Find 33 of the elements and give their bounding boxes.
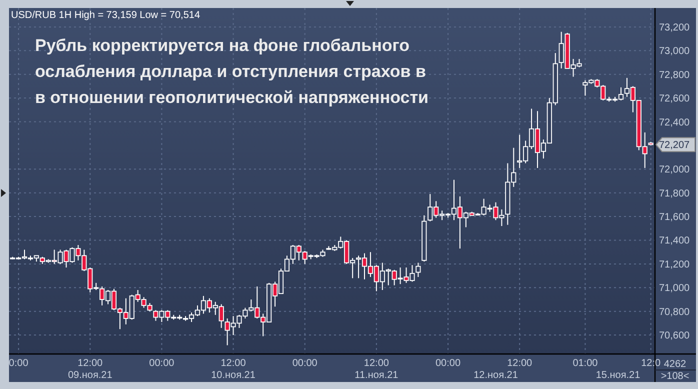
text: 12.ноя.21 <box>474 370 518 381</box>
chart-subtitle: USD/RUB 1H High = 73,159 Low = 70,514 <box>11 10 200 21</box>
y-tick-label: 73,000 <box>659 46 690 58</box>
y-tick-label: 71,800 <box>659 188 690 200</box>
text: 10.ноя.21 <box>211 370 256 381</box>
x-tick-label: 01:00 <box>572 358 598 369</box>
x-tick-label: 00:00 <box>292 358 318 369</box>
text: 11.ноя.21 <box>354 370 399 381</box>
text: >108< <box>660 371 690 382</box>
x-tick-label: 0:00 <box>8 358 29 369</box>
y-tick-label: 70,600 <box>659 330 690 342</box>
y-tick-label: 71,200 <box>659 259 690 270</box>
y-tick-label: 72,207 <box>659 140 690 152</box>
x-tick-label: 12:00 <box>507 358 533 369</box>
candlestick <box>416 262 421 278</box>
x-tick-label: 12:00 <box>220 358 246 369</box>
y-tick-label: 71,400 <box>659 236 690 247</box>
y-tick-label: 70,800 <box>659 306 690 318</box>
y-tick-label: 71,000 <box>659 283 690 294</box>
text: 15.ноя.21 <box>596 370 641 381</box>
x-tick-label: 00:00 <box>149 358 175 369</box>
text: 09.ноя.21 <box>68 370 113 381</box>
y-tick-label: 73,200 <box>659 22 690 34</box>
y-tick-label: 72,600 <box>659 94 690 105</box>
y-tick-label: 72,800 <box>659 70 690 81</box>
y-tick-label: 72,000 <box>659 164 690 176</box>
x-tick-label: 12:00 <box>78 358 104 369</box>
x-tick-label: 00:00 <box>436 358 461 369</box>
text: Рубль корректируется на фоне глобального ослабления доллара и отступления страхов в в отношении геополитической напряженности <box>35 36 428 107</box>
y-tick-label: 71,600 <box>659 212 690 224</box>
y-tick-label: 72,400 <box>659 117 690 128</box>
text: 4262 <box>664 359 687 370</box>
x-tick-label: 12:00 <box>364 358 390 369</box>
